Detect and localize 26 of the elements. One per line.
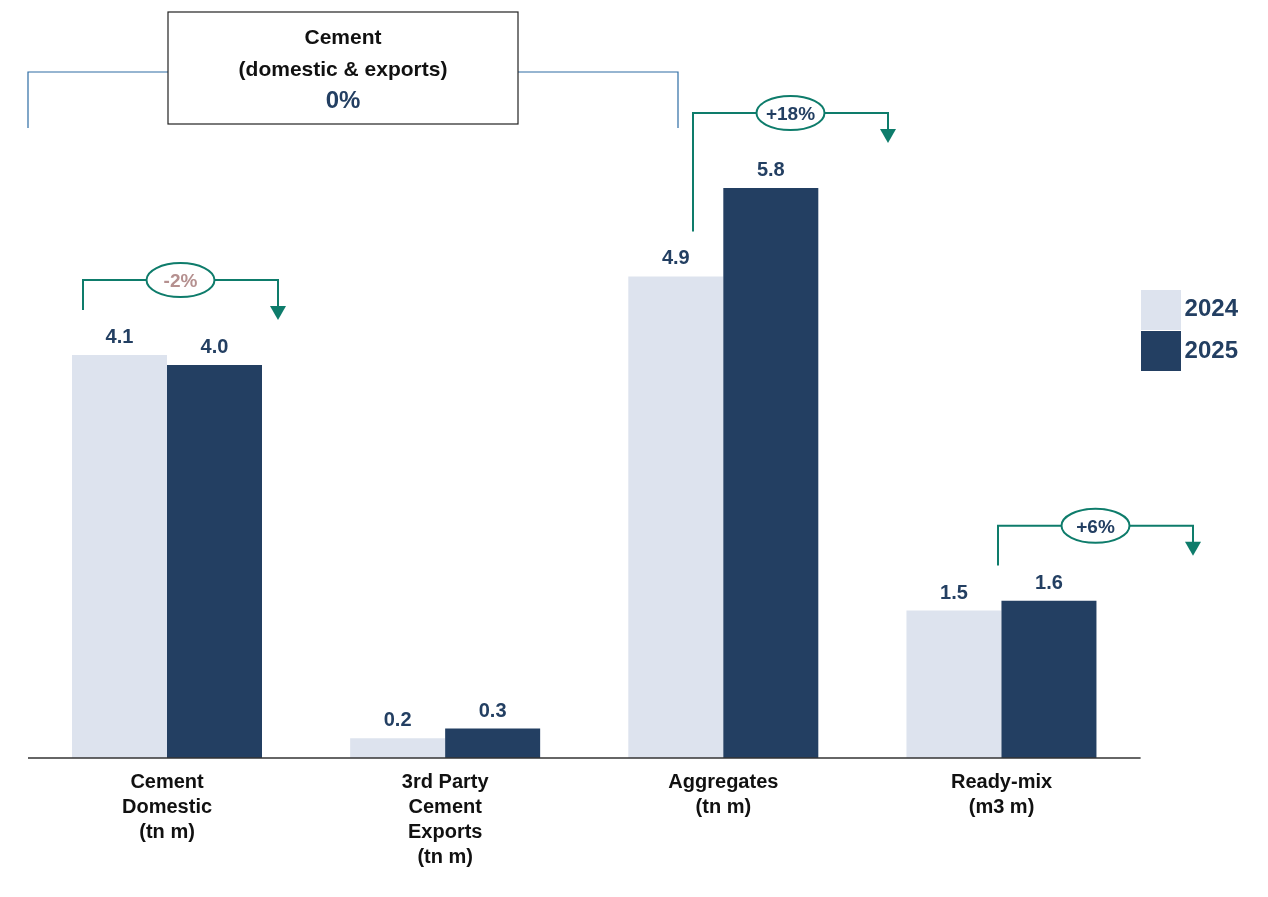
x-tick-label: 3rd Party Cement Exports (tn m) xyxy=(401,770,490,867)
legend-label: 2024 xyxy=(1184,294,1238,321)
bar xyxy=(1001,600,1097,758)
data-label: 5.8 xyxy=(756,158,785,180)
bar xyxy=(350,738,446,758)
bar xyxy=(628,276,724,758)
x-tick-label: Aggregates (tn m) xyxy=(668,770,779,817)
x-tick-label: Cement Domestic (tn m) xyxy=(122,770,213,842)
data-label: 4.9 xyxy=(661,246,690,269)
text: +18% xyxy=(765,103,816,124)
data-label: 0.3 xyxy=(478,698,507,721)
annotation: -2% xyxy=(163,270,198,292)
data-label: 4.1 xyxy=(105,325,134,348)
data-label: 4.0 xyxy=(200,334,229,357)
annotation: +6% xyxy=(1076,515,1115,537)
legend-label: 2025 xyxy=(1184,335,1238,363)
x-tick-label: Ready-mix (m3 m) xyxy=(950,770,1053,817)
bar xyxy=(167,364,262,758)
data-label: 0.2 xyxy=(383,708,412,731)
text: Cement (domestic & exports) 0% xyxy=(238,25,448,113)
data-label: 1.5 xyxy=(940,580,968,603)
bar xyxy=(445,728,541,758)
data-label: 1.6 xyxy=(1035,570,1063,593)
bar xyxy=(723,188,819,758)
bar xyxy=(72,355,167,758)
bar xyxy=(906,610,1002,758)
